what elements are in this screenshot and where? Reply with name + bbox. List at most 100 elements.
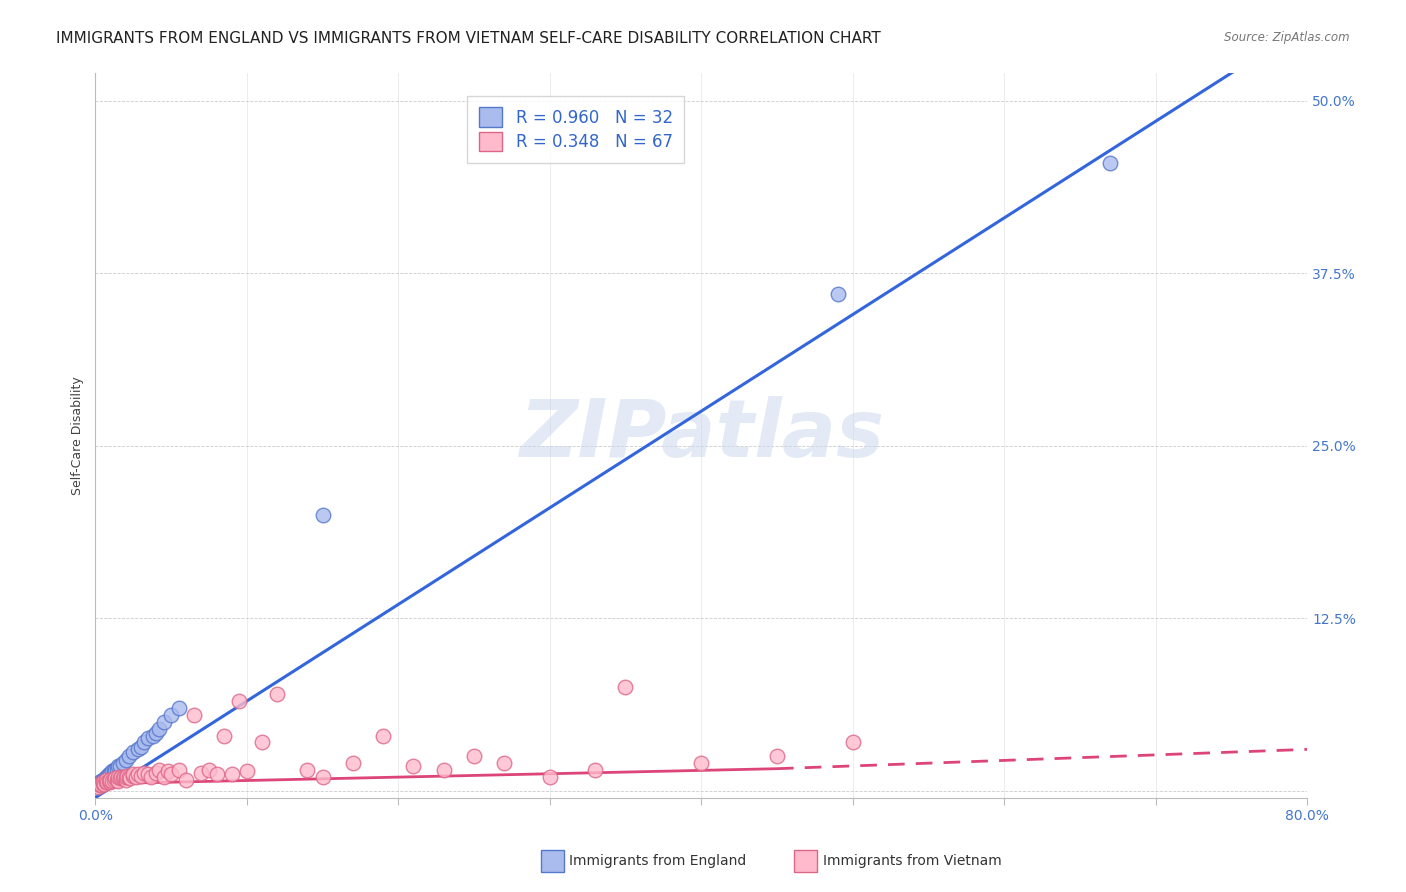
Point	[104, 772, 127, 786]
Point	[1099, 155, 1122, 169]
Point	[250, 735, 273, 749]
Point	[433, 763, 456, 777]
Point	[125, 770, 148, 784]
Point	[108, 759, 131, 773]
Point	[373, 729, 395, 743]
Point	[93, 777, 115, 791]
Point	[127, 767, 149, 781]
Point	[122, 745, 145, 759]
Point	[87, 777, 110, 791]
Point	[127, 742, 149, 756]
Point	[138, 731, 160, 746]
Point	[152, 770, 174, 784]
Point	[111, 756, 134, 771]
Point	[122, 768, 145, 782]
Point	[103, 772, 125, 787]
Point	[141, 770, 163, 784]
Point	[145, 726, 167, 740]
Point	[402, 759, 425, 773]
Text: IMMIGRANTS FROM ENGLAND VS IMMIGRANTS FROM VIETNAM SELF-CARE DISABILITY CORRELAT: IMMIGRANTS FROM ENGLAND VS IMMIGRANTS FR…	[56, 31, 882, 46]
Point	[221, 767, 243, 781]
Point	[827, 286, 849, 301]
Point	[494, 756, 516, 771]
Point	[167, 701, 190, 715]
Point	[91, 777, 114, 791]
Point	[142, 729, 165, 743]
Point	[297, 763, 319, 777]
Point	[205, 767, 228, 781]
Point	[105, 772, 128, 787]
Point	[89, 778, 111, 792]
Point	[311, 508, 333, 522]
Text: Immigrants from Vietnam: Immigrants from Vietnam	[823, 854, 1001, 868]
Point	[96, 775, 118, 789]
Point	[148, 722, 170, 736]
Point	[114, 770, 136, 784]
Point	[94, 775, 117, 789]
Point	[114, 772, 136, 787]
Point	[160, 707, 183, 722]
Point	[690, 756, 713, 771]
Point	[107, 774, 129, 789]
Point	[129, 768, 152, 782]
Point	[115, 768, 138, 782]
Point	[148, 763, 170, 777]
Point	[94, 770, 117, 784]
Point	[101, 774, 124, 789]
Point	[129, 739, 152, 754]
Point	[138, 767, 160, 781]
Point	[100, 772, 122, 787]
Point	[236, 764, 259, 779]
Point	[463, 749, 485, 764]
Point	[118, 770, 141, 784]
Point	[114, 753, 136, 767]
Point	[89, 777, 111, 791]
Text: Source: ZipAtlas.com: Source: ZipAtlas.com	[1225, 31, 1350, 45]
Point	[198, 763, 221, 777]
Point	[101, 764, 124, 779]
Point	[167, 763, 190, 777]
Point	[94, 772, 117, 787]
Point	[118, 749, 141, 764]
Point	[108, 772, 131, 786]
Point	[89, 775, 111, 789]
Point	[266, 687, 288, 701]
Point	[91, 772, 114, 787]
Point	[174, 772, 197, 787]
Point	[87, 780, 110, 794]
Point	[91, 775, 114, 789]
Point	[190, 765, 212, 780]
Point	[120, 772, 142, 786]
Point	[132, 735, 155, 749]
Y-axis label: Self-Care Disability: Self-Care Disability	[72, 376, 84, 495]
Point	[614, 680, 637, 694]
Point	[104, 763, 127, 777]
Point	[103, 763, 125, 777]
Point	[96, 770, 118, 784]
Point	[107, 759, 129, 773]
Point	[766, 749, 789, 764]
Point	[90, 778, 112, 792]
Point	[98, 774, 121, 789]
Legend: R = 0.960   N = 32, R = 0.348   N = 67: R = 0.960 N = 32, R = 0.348 N = 67	[467, 95, 685, 162]
Point	[93, 772, 115, 787]
Point	[100, 775, 122, 789]
Point	[145, 765, 167, 780]
Point	[111, 772, 134, 786]
Point	[841, 735, 863, 749]
Point	[98, 767, 121, 781]
Point	[212, 729, 235, 743]
Point	[311, 770, 333, 784]
Point	[110, 770, 132, 784]
Point	[183, 707, 205, 722]
Point	[100, 767, 122, 781]
Text: ZIPatlas: ZIPatlas	[519, 396, 884, 475]
Point	[122, 767, 145, 781]
Point	[160, 767, 183, 781]
Point	[112, 770, 135, 784]
Point	[105, 762, 128, 776]
Text: Immigrants from England: Immigrants from England	[569, 854, 747, 868]
Point	[228, 694, 250, 708]
Point	[152, 714, 174, 729]
Point	[107, 770, 129, 784]
